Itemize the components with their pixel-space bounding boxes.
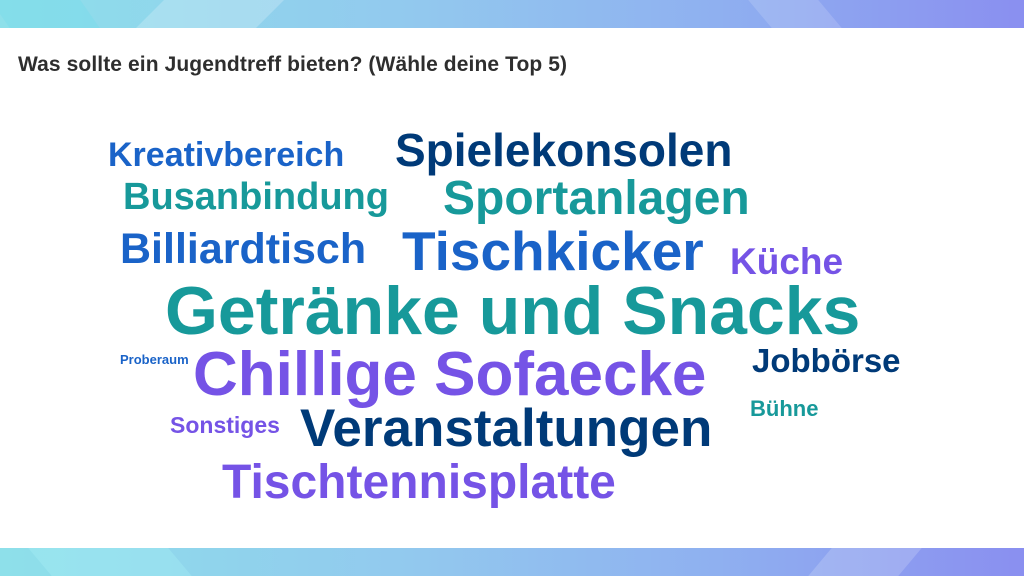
band-facet: [28, 548, 192, 576]
word-kueche: Küche: [730, 241, 844, 282]
word-tischtennisplatte: Tischtennisplatte: [222, 456, 616, 509]
word-getraenke-und-snacks: Getränke und Snacks: [165, 273, 861, 349]
top-decorative-band: [0, 0, 1024, 28]
bottom-decorative-band: [0, 548, 1024, 576]
word-sportanlagen: Sportanlagen: [443, 172, 750, 225]
word-billiardtisch: Billiardtisch: [120, 225, 367, 273]
question-title: Was sollte ein Jugendtreff bieten? (Wähl…: [18, 53, 568, 76]
word-sonstiges: Sonstiges: [170, 412, 280, 438]
word-kreativbereich: Kreativbereich: [108, 136, 345, 174]
word-jobboerse: Jobbörse: [752, 342, 901, 379]
word-chillige-sofaecke: Chillige Sofaecke: [193, 340, 707, 409]
band-facet: [808, 548, 922, 576]
word-buehne: Bühne: [750, 396, 819, 421]
word-busanbindung: Busanbindung: [123, 176, 389, 218]
word-veranstaltungen: Veranstaltungen: [300, 399, 713, 458]
word-spielekonsolen: Spielekonsolen: [395, 124, 733, 176]
word-proberaum: Proberaum: [120, 352, 189, 367]
word-tischkicker: Tischkicker: [402, 220, 704, 282]
